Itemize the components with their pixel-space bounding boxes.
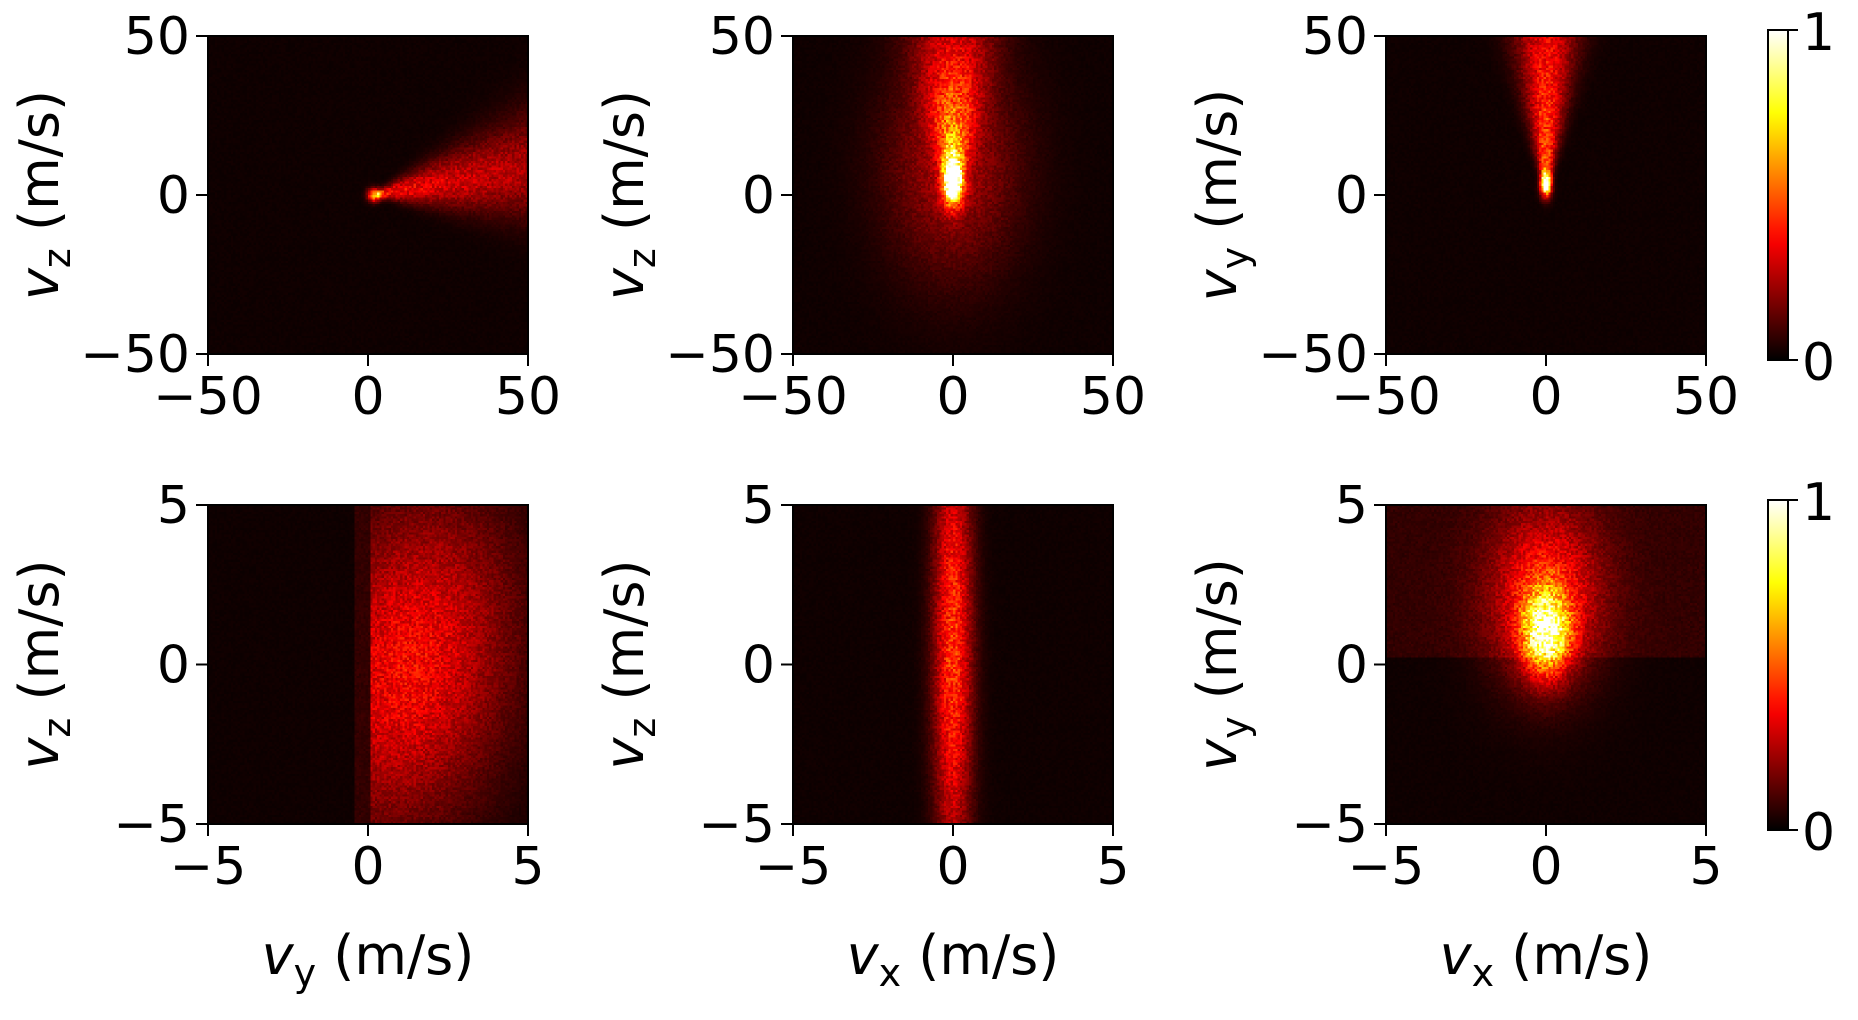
y-tick-label: −50 xyxy=(1258,325,1368,385)
colorbar-max-label: 1 xyxy=(1802,3,1835,63)
panel-top-left: −50 0 50 −50 0 50 vz (m/s) xyxy=(8,7,561,427)
panel-bottom-middle: −5 0 5 −5 0 5 vz (m/s) vx (m/s) xyxy=(593,476,1130,995)
x-tick-label: −50 xyxy=(738,367,848,427)
y-tick-label: 50 xyxy=(1302,7,1368,67)
heatmap-image xyxy=(793,505,1113,824)
y-tick-label: 0 xyxy=(742,636,775,696)
x-tick-label: 0 xyxy=(1529,837,1562,897)
x-tick-label: 0 xyxy=(936,837,969,897)
y-axis-label: vz (m/s) xyxy=(593,559,664,769)
y-tick-label: 50 xyxy=(709,7,775,67)
panel-bottom-right: −5 0 5 −5 0 5 vy (m/s) vx (m/s) xyxy=(1186,476,1723,995)
x-tick-label: −5 xyxy=(1348,837,1425,897)
x-axis-label: vy (m/s) xyxy=(262,924,475,995)
y-tick-label: 5 xyxy=(157,476,190,536)
heatmap-image xyxy=(208,36,528,354)
panel-bottom-left: −5 0 5 −5 0 5 vz (m/s) vy (m/s) xyxy=(8,476,545,995)
x-tick-label: −5 xyxy=(755,837,832,897)
y-axis-label: vz (m/s) xyxy=(593,90,664,300)
x-axis-label: vx (m/s) xyxy=(847,924,1060,995)
colorbar-top: 10 xyxy=(1767,3,1835,393)
x-tick-label: 0 xyxy=(351,367,384,427)
y-tick-label: −5 xyxy=(698,795,775,855)
colorbar-min-label: 0 xyxy=(1802,333,1835,393)
y-tick-label: 0 xyxy=(742,166,775,226)
y-tick-label: 0 xyxy=(1335,636,1368,696)
panel-top-middle: −50 0 50 −50 0 50 vz (m/s) xyxy=(593,7,1146,427)
x-tick-label: 50 xyxy=(495,367,561,427)
x-tick-label: 0 xyxy=(936,367,969,427)
y-tick-label: 0 xyxy=(157,636,190,696)
heatmap-image xyxy=(1386,36,1706,354)
x-tick-label: 0 xyxy=(1529,367,1562,427)
y-tick-label: −5 xyxy=(1291,795,1368,855)
x-tick-label: 50 xyxy=(1673,367,1739,427)
y-axis-label: vz (m/s) xyxy=(8,90,79,300)
y-tick-label: −50 xyxy=(665,325,775,385)
y-tick-label: 50 xyxy=(124,7,190,67)
x-axis-label: vx (m/s) xyxy=(1440,924,1653,995)
y-axis-label: vy (m/s) xyxy=(1186,89,1257,302)
panel-top-right: −50 0 50 −50 0 50 vy (m/s) xyxy=(1186,7,1739,427)
colorbar-bottom: 10 xyxy=(1767,473,1835,863)
x-tick-label: 5 xyxy=(1689,837,1722,897)
heatmap-image xyxy=(208,505,528,824)
x-tick-label: 5 xyxy=(511,837,544,897)
colorbar-max-label: 1 xyxy=(1802,473,1835,533)
y-tick-label: 0 xyxy=(157,166,190,226)
y-tick-label: 0 xyxy=(1335,166,1368,226)
x-tick-label: 50 xyxy=(1080,367,1146,427)
x-tick-label: 0 xyxy=(351,837,384,897)
y-tick-label: 5 xyxy=(742,476,775,536)
heatmap-image xyxy=(793,36,1113,354)
x-tick-label: −5 xyxy=(170,837,247,897)
y-tick-label: −5 xyxy=(113,795,190,855)
y-tick-label: 5 xyxy=(1335,476,1368,536)
x-tick-label: −50 xyxy=(153,367,263,427)
y-axis-label: vz (m/s) xyxy=(8,559,79,769)
x-tick-label: 5 xyxy=(1096,837,1129,897)
colorbar-gradient xyxy=(1767,29,1789,361)
y-tick-label: −50 xyxy=(80,325,190,385)
heatmap-image xyxy=(1386,505,1706,824)
x-tick-label: −50 xyxy=(1331,367,1441,427)
colorbar-min-label: 0 xyxy=(1802,803,1835,863)
y-axis-label: vy (m/s) xyxy=(1186,558,1257,771)
colorbar-gradient xyxy=(1767,499,1789,831)
